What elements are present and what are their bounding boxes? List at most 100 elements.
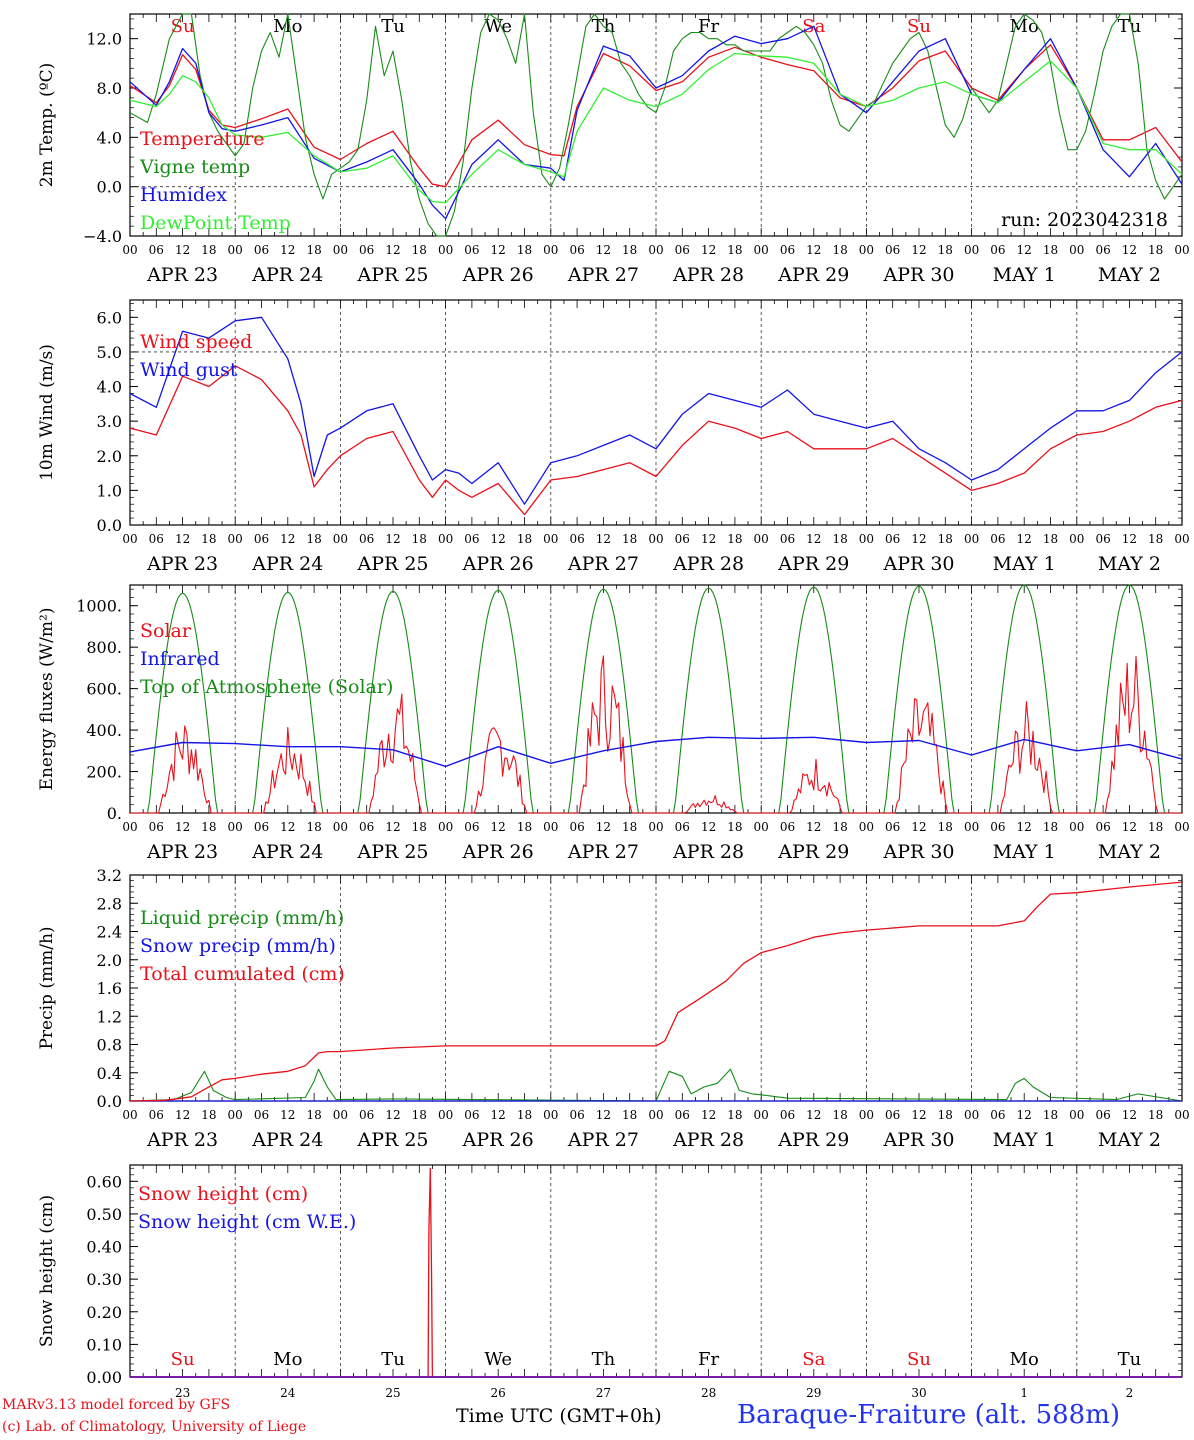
y-tick-label: 8.0 [97, 79, 122, 98]
hour-tick-label: 00 [122, 532, 137, 546]
hour-tick-label: 06 [1095, 532, 1110, 546]
hour-tick-label: 06 [990, 532, 1005, 546]
y-axis-label: Energy fluxes (W/m²) [37, 608, 57, 791]
hour-tick-label: 12 [1122, 532, 1137, 546]
lab-credit: (c) Lab. of Climatology, University of L… [2, 1419, 307, 1435]
hour-tick-label: 12 [806, 243, 821, 257]
hour-tick-label: 00 [122, 820, 137, 834]
hour-tick-label: 06 [1095, 820, 1110, 834]
weekday-label: Su [907, 1349, 931, 1370]
hour-tick-label: 00 [859, 243, 874, 257]
hour-tick-label: 00 [438, 1108, 453, 1122]
hour-tick-label: 06 [780, 243, 795, 257]
hour-tick-label: 12 [280, 820, 295, 834]
hour-tick-label: 00 [859, 532, 874, 546]
hour-tick-label: 12 [385, 820, 400, 834]
date-tick-label: APR 28 [672, 553, 744, 575]
day-number-label: 26 [491, 1386, 506, 1400]
hour-tick-label: 18 [201, 820, 216, 834]
panel-temperature: −4.0 0.0 4.0 8.0 12.0 2m Temp. (ºC) 00 06 12 18 00… [37, 13, 1190, 286]
hour-tick-label: 06 [885, 243, 900, 257]
date-tick-label: APR 30 [882, 264, 954, 286]
date-tick-label: APR 28 [672, 264, 744, 286]
hour-tick-label: 18 [201, 532, 216, 546]
hour-tick-label: 12 [701, 820, 716, 834]
y-tick-label: 0.40 [86, 1238, 122, 1257]
series-line-1 [129, 316, 1183, 505]
hour-tick-label: 18 [938, 820, 953, 834]
hour-tick-label: 06 [359, 1108, 374, 1122]
series-line-0 [129, 1068, 1183, 1102]
weekday-label: Tu [381, 1349, 405, 1370]
hour-tick-label: 00 [543, 243, 558, 257]
hour-tick-label: 12 [1017, 532, 1032, 546]
hour-tick-label: 12 [596, 243, 611, 257]
hour-tick-label: 18 [622, 532, 637, 546]
y-tick-label: 2.4 [97, 923, 122, 942]
hour-tick-label: 06 [675, 243, 690, 257]
hour-tick-label: 12 [491, 532, 506, 546]
weekday-label: Mo [1010, 16, 1039, 37]
hour-tick-label: 06 [885, 820, 900, 834]
hour-tick-label: 00 [1069, 532, 1084, 546]
hour-tick-label: 18 [306, 532, 321, 546]
hour-tick-label: 18 [1043, 532, 1058, 546]
date-tick-label: MAY 2 [1098, 264, 1161, 286]
hour-tick-label: 12 [280, 243, 295, 257]
hour-tick-label: 06 [885, 1108, 900, 1122]
weekday-label: Fr [698, 16, 719, 37]
hour-tick-label: 00 [1174, 820, 1189, 834]
y-tick-label: 3.2 [97, 866, 122, 885]
hour-tick-label: 12 [1017, 1108, 1032, 1122]
station-title: Baraque-Fraiture (alt. 588m) [737, 1400, 1121, 1430]
hour-tick-label: 06 [254, 243, 269, 257]
y-tick-label: 600. [86, 680, 122, 699]
day-number-label: 23 [175, 1386, 190, 1400]
hour-tick-label: 12 [1017, 820, 1032, 834]
hour-tick-label: 12 [701, 532, 716, 546]
legend-entry: Snow height (cm) [138, 1183, 308, 1205]
hour-tick-label: 18 [1148, 532, 1163, 546]
hour-tick-label: 06 [675, 820, 690, 834]
hour-tick-label: 00 [754, 243, 769, 257]
y-axis-label: Precip (mm/h) [37, 926, 57, 1049]
y-axis-label: 10m Wind (m/s) [37, 344, 57, 481]
hour-tick-label: 12 [911, 820, 926, 834]
hour-tick-label: 18 [1043, 820, 1058, 834]
hour-tick-label: 18 [727, 1108, 742, 1122]
y-tick-label: 0.10 [86, 1335, 122, 1354]
day-number-label: 1 [1020, 1386, 1028, 1400]
y-tick-label: 4.0 [97, 378, 122, 397]
hour-tick-label: 06 [254, 1108, 269, 1122]
hour-tick-label: 00 [648, 1108, 663, 1122]
hour-tick-label: 12 [1122, 820, 1137, 834]
date-tick-label: APR 23 [146, 841, 218, 863]
hour-tick-label: 18 [622, 243, 637, 257]
y-tick-label: 0.00 [86, 1368, 122, 1387]
hour-tick-label: 12 [806, 532, 821, 546]
hour-tick-label: 12 [911, 1108, 926, 1122]
hour-tick-label: 12 [385, 532, 400, 546]
legend-entry: Temperature [140, 128, 264, 150]
hour-tick-label: 12 [1017, 243, 1032, 257]
hour-tick-label: 18 [832, 820, 847, 834]
hour-tick-label: 00 [754, 1108, 769, 1122]
weekday-label: Tu [1118, 1349, 1142, 1370]
hour-tick-label: 18 [938, 243, 953, 257]
hour-tick-label: 18 [412, 532, 427, 546]
y-tick-label: 2.8 [97, 894, 122, 913]
hour-tick-label: 06 [149, 532, 164, 546]
hour-tick-label: 18 [727, 243, 742, 257]
hour-tick-label: 18 [1043, 1108, 1058, 1122]
y-tick-label: 6.0 [97, 308, 122, 327]
weekday-label: Sa [802, 1349, 825, 1370]
hour-tick-label: 18 [1043, 243, 1058, 257]
y-tick-label: 0.30 [86, 1270, 122, 1289]
hour-tick-label: 00 [228, 820, 243, 834]
hour-tick-label: 12 [911, 532, 926, 546]
panel-energy: 0. 200. 400. 600. 800. 1000. Energy fluxes (W/… [37, 584, 1190, 863]
hour-tick-label: 12 [491, 1108, 506, 1122]
weekday-label: Mo [273, 1349, 302, 1370]
date-tick-label: APR 27 [567, 1129, 639, 1151]
